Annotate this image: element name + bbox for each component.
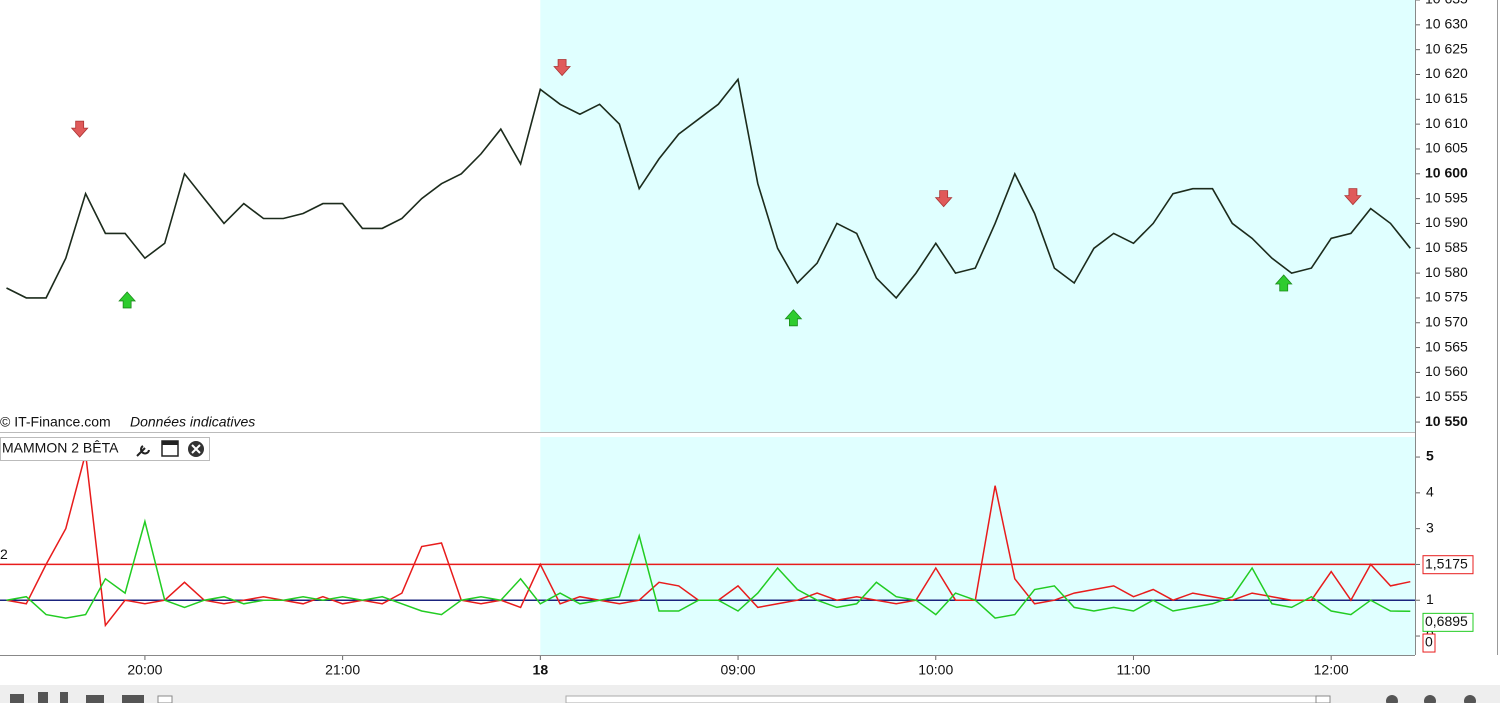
y-tick-label: 10 590: [1425, 214, 1468, 230]
buy-arrow: [118, 291, 137, 309]
indicator-title: MAMMON 2 BÊTA: [2, 440, 119, 456]
zero-label: 0: [1425, 634, 1433, 650]
buy-arrow: [1274, 274, 1293, 292]
y-tick-label: 10 630: [1425, 16, 1468, 32]
zero-box: [1422, 633, 1436, 653]
y-tick-label: 10 555: [1425, 388, 1468, 404]
x-tick-label: 12:00: [1314, 662, 1349, 678]
x-tick-label: 10:00: [918, 662, 953, 678]
y-tick-label: 10 635: [1425, 0, 1468, 7]
sell-arrow: [553, 59, 571, 77]
y-tick-label: 10 595: [1425, 189, 1468, 205]
note: Données indicatives: [130, 414, 255, 430]
x-tick-label: 11:00: [1116, 662, 1150, 678]
y-tick-label: 10 570: [1425, 313, 1468, 329]
y-tick-label: 10 610: [1425, 115, 1468, 131]
last-value-label: 0,6895: [1425, 613, 1468, 629]
y-tick-label: 5: [1426, 448, 1434, 464]
x-tick-label: 20:00: [127, 662, 162, 678]
window-icon-bar: [162, 441, 178, 445]
y-tick-label: 4: [1426, 484, 1434, 500]
x-tick-label: 09:00: [721, 662, 756, 678]
sell-arrow: [70, 120, 89, 138]
x-tick-label: 21:00: [325, 662, 360, 678]
close-icon[interactable]: [188, 441, 204, 457]
sell-arrow: [1344, 188, 1362, 206]
y-tick-label: 10 560: [1425, 363, 1468, 379]
buy-arrow: [784, 309, 803, 327]
y-tick-label: 10 625: [1425, 40, 1468, 56]
sell-arrow: [934, 190, 953, 208]
session-shade: [540, 437, 1415, 655]
y-tick-label: 3: [1426, 519, 1434, 535]
credit: © IT-Finance.com: [0, 414, 111, 430]
y-tick-label: 1: [1426, 591, 1434, 607]
last-value-label: 1,5175: [1425, 555, 1468, 571]
x-tick-label: 18: [533, 662, 549, 678]
y-tick-label: 10 580: [1425, 264, 1468, 280]
last-value-box: [1422, 555, 1474, 575]
y-tick-label: 10 565: [1425, 338, 1468, 354]
series-line: [6, 518, 1411, 619]
y-tick-label: 10 620: [1425, 65, 1468, 81]
toolbar-icons[interactable]: [10, 692, 1476, 703]
session-shade: [540, 0, 1415, 432]
y-tick-label: 10 585: [1425, 239, 1468, 255]
y-tick-label: 10 600: [1425, 164, 1468, 180]
y-tick-label: 10 550: [1425, 413, 1468, 429]
level-label: 2: [0, 546, 8, 562]
wrench-icon[interactable]: [136, 445, 150, 457]
last-value-box: [1422, 612, 1474, 632]
y-tick-label: 10 615: [1425, 90, 1468, 106]
y-tick-label: 10 605: [1425, 140, 1468, 156]
series-line: [6, 77, 1411, 300]
indicator-header: [0, 437, 210, 461]
y-tick-label: 10 575: [1425, 289, 1468, 305]
